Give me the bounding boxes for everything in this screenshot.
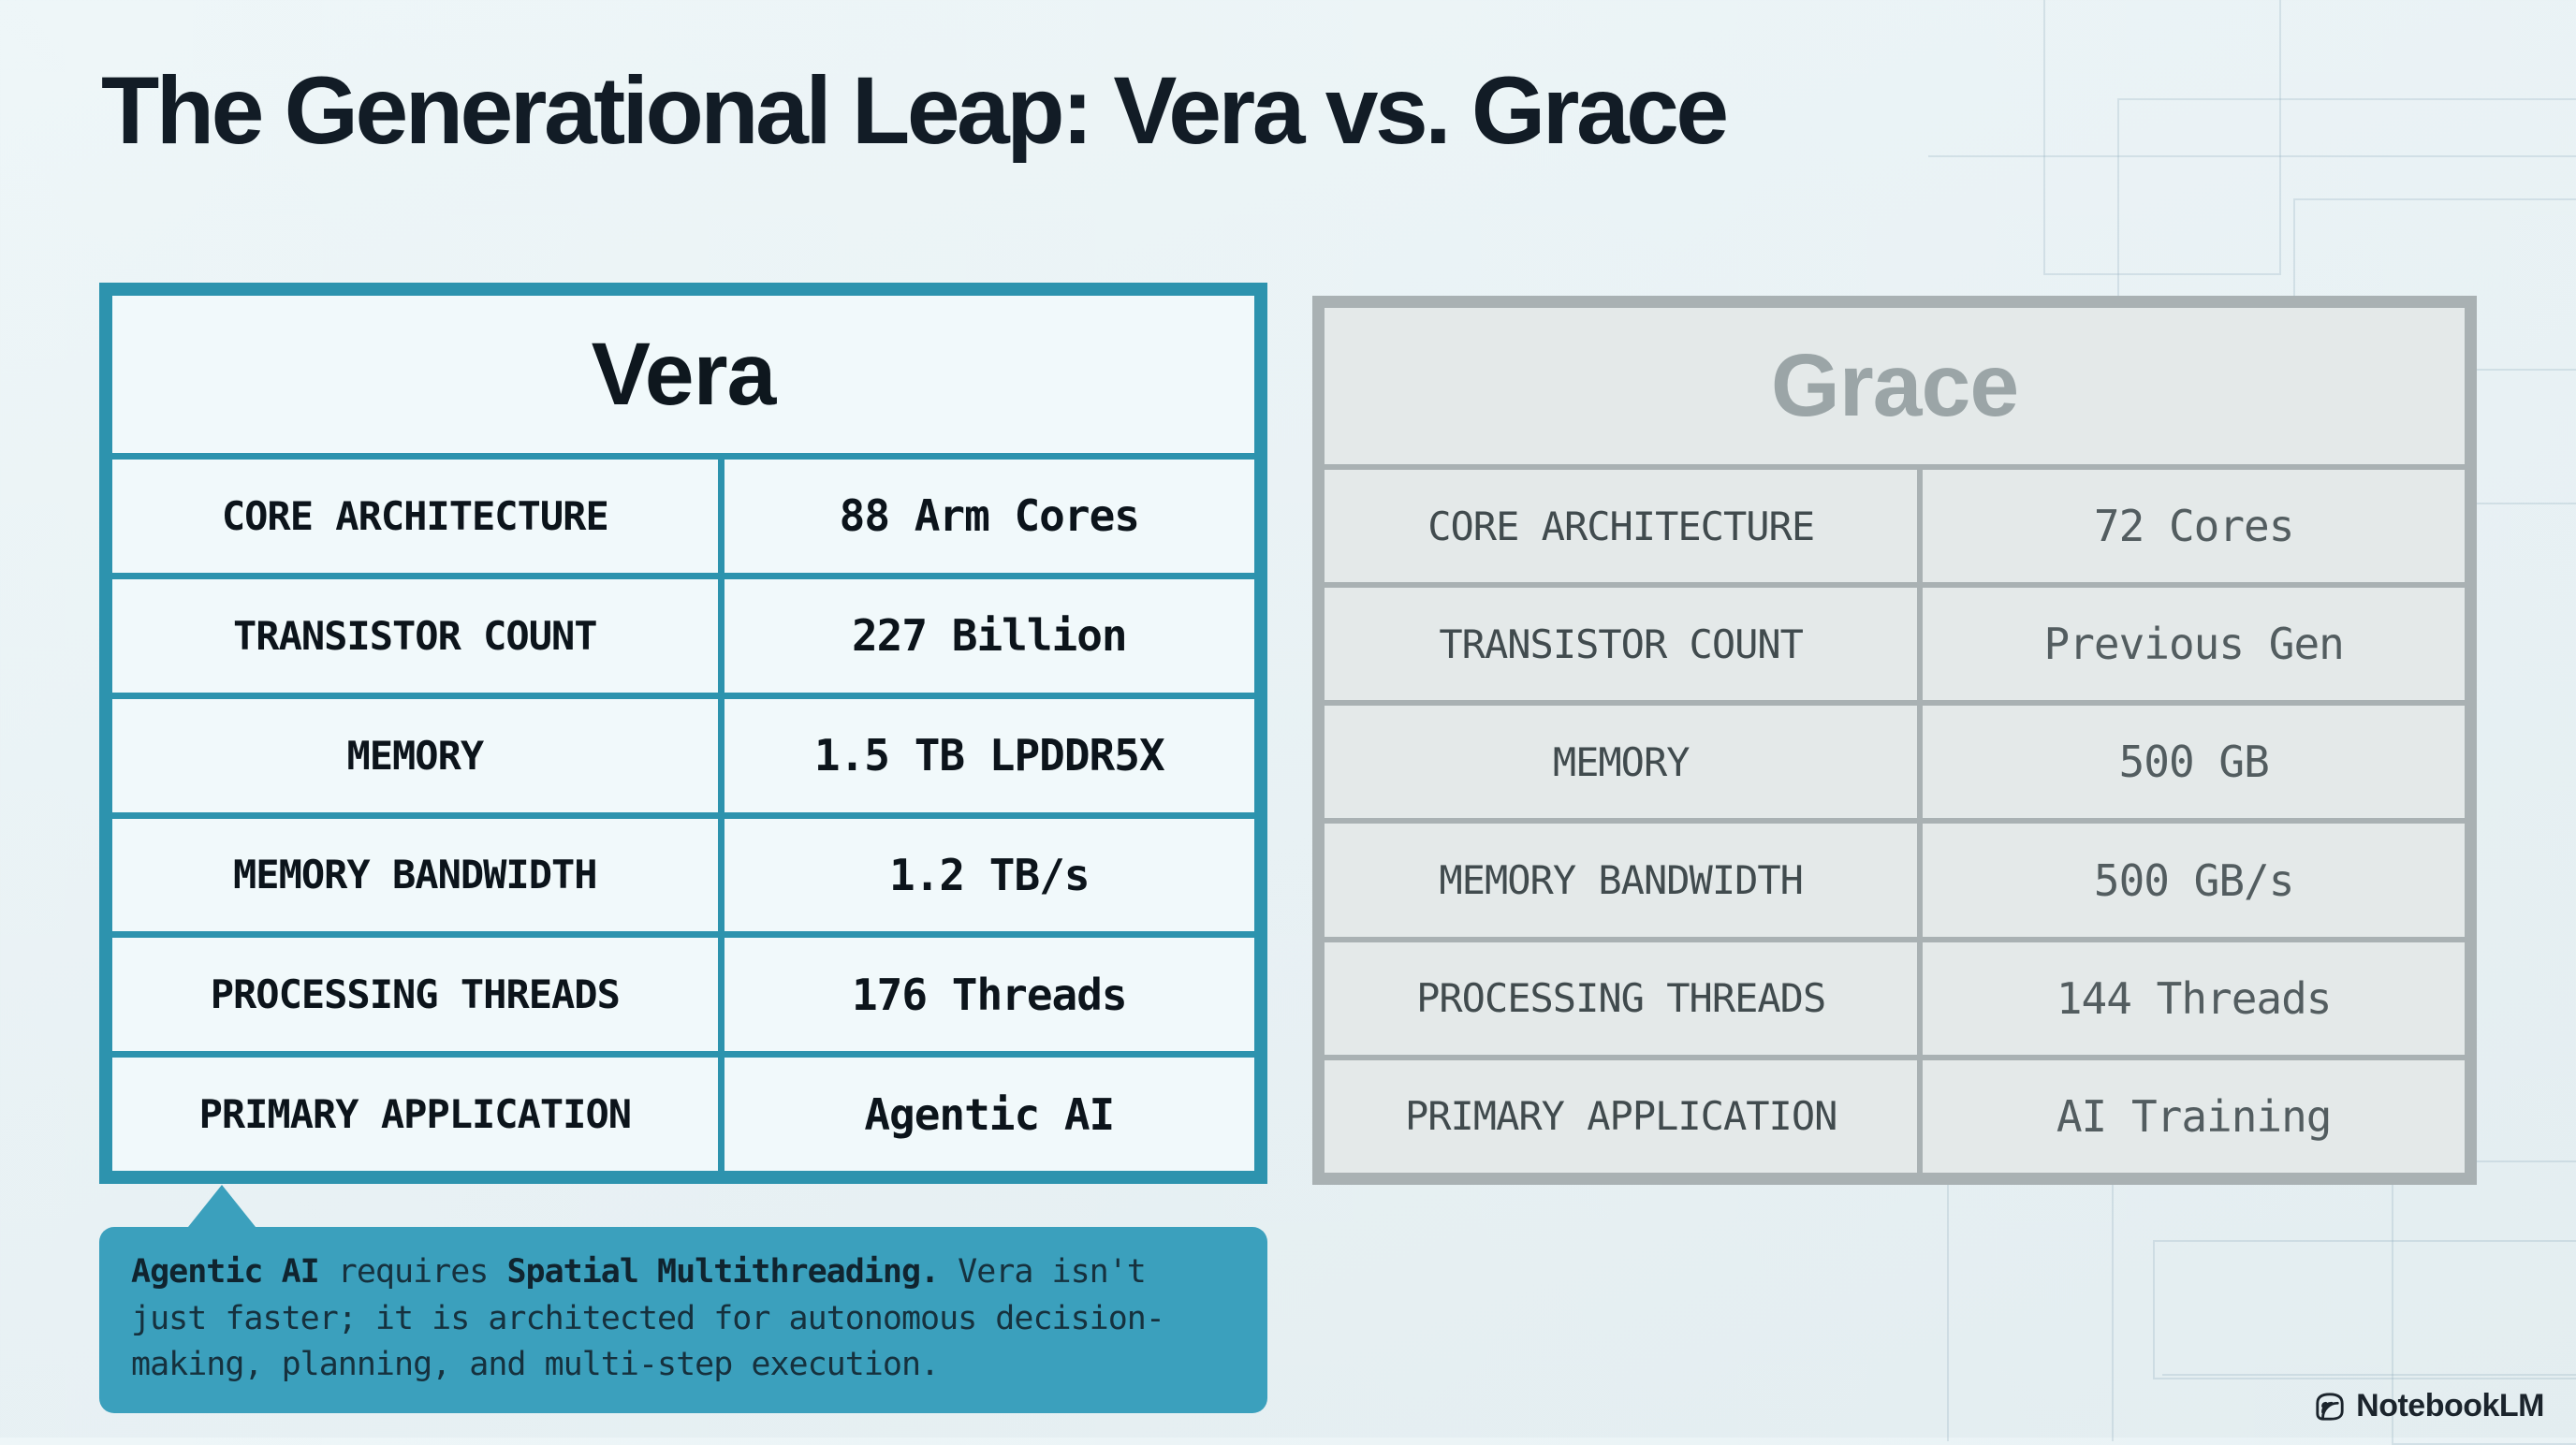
background-circuit-line (1947, 1123, 1949, 1441)
background-circuit-line (2043, 0, 2281, 275)
vera-spec-table: Vera CORE ARCHITECTURE 88 Arm Cores TRAN… (99, 283, 1267, 1184)
brand-footer: NotebookLM (2313, 1388, 2544, 1424)
spec-label-cell: MEMORY BANDWIDTH (1325, 824, 1918, 937)
spec-label-cell: PROCESSING THREADS (112, 938, 718, 1052)
spec-value-cell: 88 Arm Cores (724, 460, 1254, 573)
spec-value-cell: 72 Cores (1923, 470, 2465, 583)
spec-label-cell: PRIMARY APPLICATION (1325, 1059, 1918, 1173)
spec-value-cell: 144 Threads (1923, 941, 2465, 1055)
spec-label-cell: CORE ARCHITECTURE (1325, 470, 1918, 583)
spec-label-cell: MEMORY BANDWIDTH (112, 818, 718, 932)
spec-value-cell: AI Training (1923, 1059, 2465, 1173)
spec-label-cell: CORE ARCHITECTURE (112, 460, 718, 573)
notebooklm-icon (2313, 1390, 2347, 1423)
background-circuit-line (1928, 155, 2576, 157)
spec-label-cell: TRANSISTOR COUNT (112, 578, 718, 693)
callout-note: Agentic AI requires Spatial Multithreadi… (99, 1227, 1267, 1414)
spec-value-cell: 227 Billion (724, 578, 1254, 693)
callout-pointer-triangle (184, 1185, 259, 1232)
background-circuit-line (2162, 1374, 2576, 1376)
spec-value-cell: 1.5 TB LPDDR5X (724, 698, 1254, 812)
spec-value-cell: 176 Threads (724, 938, 1254, 1052)
brand-wordmark: NotebookLM (2356, 1388, 2544, 1423)
spec-value-cell: 500 GB (1923, 706, 2465, 819)
spec-label-cell: PROCESSING THREADS (1325, 941, 1918, 1055)
spec-label-cell: MEMORY (112, 698, 718, 812)
spec-label-cell: PRIMARY APPLICATION (112, 1058, 718, 1171)
background-circuit-line (2153, 1240, 2576, 1379)
background-circuit-line (2112, 1123, 2114, 1441)
spec-value-cell: 1.2 TB/s (724, 818, 1254, 932)
spec-label-cell: MEMORY (1325, 706, 1918, 819)
spec-value-cell: Previous Gen (1923, 588, 2465, 701)
vera-table-title: Vera (112, 296, 1254, 453)
spec-label-cell: TRANSISTOR COUNT (1325, 588, 1918, 701)
grace-spec-table: Grace CORE ARCHITECTURE 72 Cores TRANSIS… (1312, 296, 2477, 1185)
page-title: The Generational Leap: Vera vs. Grace (101, 57, 1729, 164)
spec-value-cell: Agentic AI (724, 1058, 1254, 1171)
spec-value-cell: 500 GB/s (1923, 824, 2465, 937)
grace-table-title: Grace (1325, 308, 2465, 464)
